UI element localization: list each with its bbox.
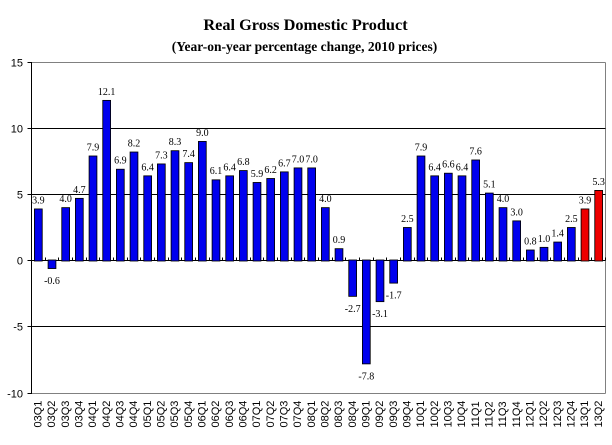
svg-text:12Q3: 12Q3 [552, 401, 564, 428]
svg-text:08Q4: 08Q4 [347, 401, 359, 428]
svg-text:10Q1: 10Q1 [415, 401, 427, 428]
svg-text:-1.7: -1.7 [386, 291, 402, 302]
svg-text:6.2: 6.2 [264, 165, 277, 176]
svg-text:06Q2: 06Q2 [210, 401, 222, 428]
svg-text:4.7: 4.7 [73, 185, 86, 196]
svg-text:08Q3: 08Q3 [333, 401, 345, 428]
svg-text:6.7: 6.7 [278, 158, 291, 169]
svg-text:09Q4: 09Q4 [401, 401, 413, 428]
svg-text:11Q1: 11Q1 [470, 401, 482, 427]
svg-text:12.1: 12.1 [98, 87, 116, 98]
svg-text:1.4: 1.4 [551, 228, 564, 239]
svg-text:11Q2: 11Q2 [483, 401, 495, 427]
svg-text:13Q1: 13Q1 [579, 401, 591, 428]
svg-text:07Q3: 07Q3 [278, 401, 290, 428]
svg-text:13Q2: 13Q2 [593, 401, 605, 428]
svg-text:-3.1: -3.1 [372, 309, 388, 320]
svg-text:7.6: 7.6 [469, 146, 482, 157]
svg-text:07Q2: 07Q2 [265, 401, 277, 428]
svg-text:10Q3: 10Q3 [442, 401, 454, 428]
svg-text:-7.8: -7.8 [358, 371, 374, 382]
svg-text:(Year-on-year percentage chang: (Year-on-year percentage change, 2010 pr… [172, 39, 438, 54]
svg-text:-2.7: -2.7 [345, 304, 361, 315]
svg-text:08Q2: 08Q2 [319, 401, 331, 428]
svg-text:05Q3: 05Q3 [169, 401, 181, 428]
svg-text:4.0: 4.0 [319, 194, 332, 205]
svg-text:7.3: 7.3 [155, 150, 168, 161]
svg-text:4.0: 4.0 [59, 194, 72, 205]
svg-text:10Q4: 10Q4 [456, 401, 468, 428]
svg-text:6.9: 6.9 [114, 156, 127, 167]
svg-text:5.1: 5.1 [483, 179, 496, 190]
svg-text:2.5: 2.5 [565, 214, 578, 225]
svg-text:11Q4: 11Q4 [511, 401, 523, 427]
svg-text:11Q3: 11Q3 [497, 401, 509, 427]
svg-text:10: 10 [11, 123, 23, 135]
svg-text:12Q1: 12Q1 [524, 401, 536, 428]
svg-text:7.9: 7.9 [87, 142, 100, 153]
svg-text:5.9: 5.9 [251, 169, 264, 180]
svg-text:8.2: 8.2 [128, 138, 141, 149]
svg-text:10Q2: 10Q2 [429, 401, 441, 428]
svg-text:05Q1: 05Q1 [142, 401, 154, 428]
svg-text:1.0: 1.0 [538, 234, 551, 245]
svg-text:15: 15 [11, 57, 23, 69]
svg-text:6.4: 6.4 [428, 162, 441, 173]
svg-text:2.5: 2.5 [401, 214, 414, 225]
svg-text:Real Gross Domestic Product: Real Gross Domestic Product [203, 15, 408, 34]
svg-text:03Q3: 03Q3 [60, 401, 72, 428]
svg-text:5.3: 5.3 [592, 177, 605, 188]
svg-text:-10: -10 [7, 388, 23, 400]
svg-text:07Q1: 07Q1 [251, 401, 263, 428]
svg-text:06Q4: 06Q4 [237, 401, 249, 428]
svg-text:5: 5 [17, 189, 23, 201]
svg-text:07Q4: 07Q4 [292, 401, 304, 428]
svg-text:4.0: 4.0 [497, 194, 510, 205]
svg-text:6.8: 6.8 [237, 157, 250, 168]
svg-text:09Q3: 09Q3 [388, 401, 400, 428]
svg-text:06Q3: 06Q3 [224, 401, 236, 428]
svg-text:6.4: 6.4 [141, 162, 154, 173]
svg-text:0.9: 0.9 [333, 235, 346, 246]
svg-text:04Q3: 04Q3 [114, 401, 126, 428]
svg-text:03Q1: 03Q1 [32, 401, 44, 428]
svg-text:06Q1: 06Q1 [196, 401, 208, 428]
svg-text:09Q2: 09Q2 [374, 401, 386, 428]
svg-text:0: 0 [17, 255, 23, 267]
svg-text:04Q4: 04Q4 [128, 401, 140, 428]
svg-text:09Q1: 09Q1 [360, 401, 372, 428]
svg-text:04Q1: 04Q1 [87, 401, 99, 428]
svg-text:3.0: 3.0 [510, 207, 523, 218]
svg-text:-0.6: -0.6 [44, 276, 60, 287]
svg-text:7.4: 7.4 [182, 149, 195, 160]
svg-text:08Q1: 08Q1 [306, 401, 318, 428]
svg-text:7.0: 7.0 [292, 154, 305, 165]
svg-text:3.9: 3.9 [579, 195, 592, 206]
svg-text:05Q4: 05Q4 [183, 401, 195, 428]
svg-text:05Q2: 05Q2 [155, 401, 167, 428]
svg-text:8.3: 8.3 [169, 137, 182, 148]
svg-text:6.4: 6.4 [223, 162, 236, 173]
svg-text:0.8: 0.8 [524, 236, 537, 247]
svg-text:6.6: 6.6 [442, 160, 455, 171]
svg-text:12Q2: 12Q2 [538, 401, 550, 428]
svg-text:3.9: 3.9 [32, 195, 45, 206]
svg-text:03Q4: 03Q4 [73, 401, 85, 428]
svg-text:12Q4: 12Q4 [565, 401, 577, 428]
svg-text:7.0: 7.0 [305, 154, 318, 165]
svg-text:04Q2: 04Q2 [101, 401, 113, 428]
svg-text:-5: -5 [13, 321, 23, 333]
svg-text:6.1: 6.1 [210, 166, 223, 177]
svg-text:7.9: 7.9 [415, 142, 428, 153]
svg-text:6.4: 6.4 [456, 162, 469, 173]
svg-text:03Q2: 03Q2 [46, 401, 58, 428]
svg-text:9.0: 9.0 [196, 128, 209, 139]
